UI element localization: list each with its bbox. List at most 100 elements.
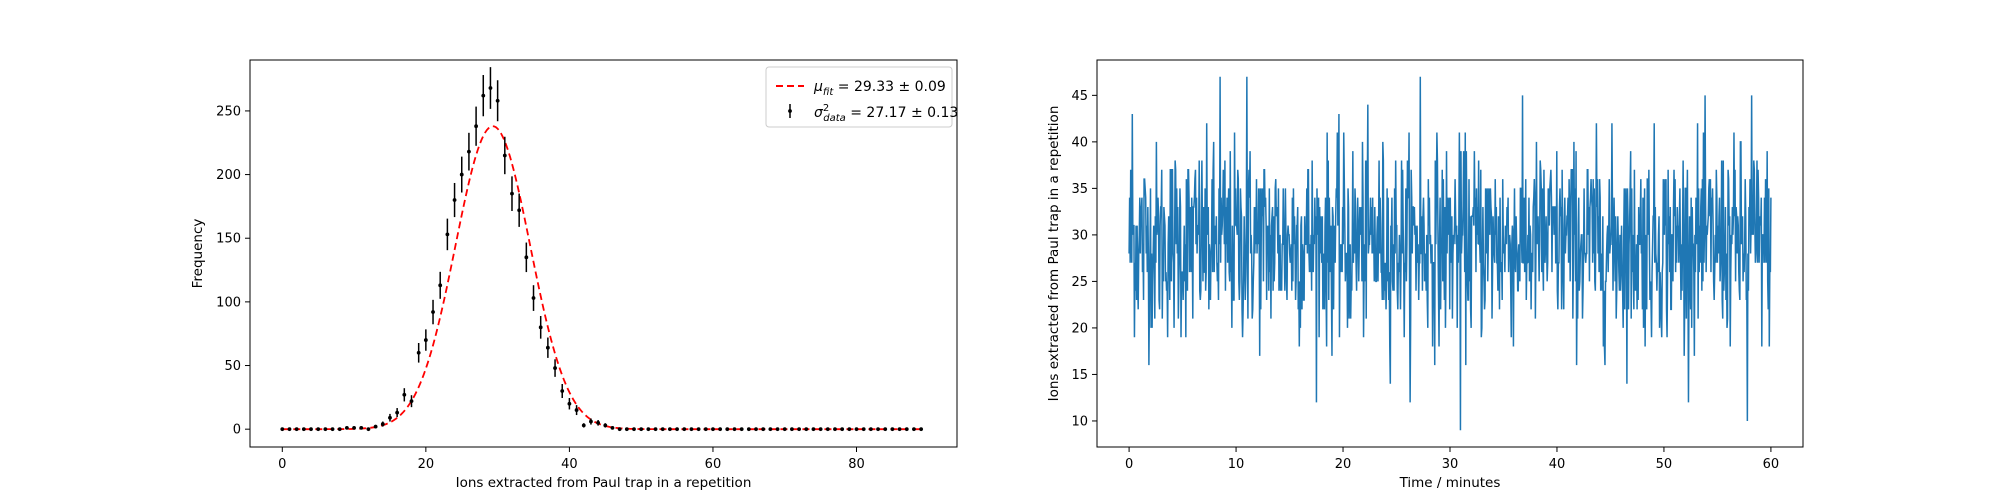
data-point xyxy=(395,410,400,415)
histogram-y-axis-label: Frequency xyxy=(190,219,206,289)
data-point xyxy=(423,338,428,342)
data-point xyxy=(352,426,356,430)
histogram-axes-frame xyxy=(249,59,958,448)
timeseries-panel: 0 10 20 30 40 50 60 10 15 20 25 30 35 40 45 Time / mi… xyxy=(1046,59,1804,491)
y-tick-label: 30 xyxy=(1071,228,1088,243)
data-point xyxy=(596,420,601,425)
legend-data-label: σ2 data = 27.17 ± 0.13 xyxy=(814,103,958,124)
data-point xyxy=(754,427,758,432)
histogram-y-ticks: 0 50 100 150 200 250 xyxy=(216,104,250,438)
data-point xyxy=(445,232,450,237)
data-point xyxy=(517,208,522,213)
legend-fit-symbol: μ xyxy=(813,79,823,95)
x-tick-label: 0 xyxy=(1125,457,1133,472)
x-tick-label: 60 xyxy=(1763,457,1780,472)
y-tick-label: 10 xyxy=(1071,414,1088,429)
data-point xyxy=(890,427,895,432)
data-point xyxy=(581,423,586,428)
data-point xyxy=(409,399,414,404)
y-tick-label: 45 xyxy=(1071,89,1088,104)
legend-fit-label: μfit = 29.33 ± 0.09 xyxy=(813,79,946,98)
timeseries-x-ticks: 0 10 20 30 40 50 60 xyxy=(1125,447,1779,472)
data-point xyxy=(280,427,285,432)
data-point xyxy=(524,255,529,260)
legend-data-superscript: 2 xyxy=(823,103,829,114)
data-point xyxy=(402,392,407,397)
y-tick-label: 15 xyxy=(1071,368,1088,383)
histogram-legend: μfit = 29.33 ± 0.09 σ2 data = 27.17 ± 0.1… xyxy=(765,66,958,128)
data-point xyxy=(854,427,859,432)
data-point xyxy=(761,427,766,432)
data-point xyxy=(660,427,665,432)
y-tick-label: 40 xyxy=(1071,135,1088,150)
data-point xyxy=(797,427,801,432)
data-point xyxy=(919,427,924,432)
histogram-panel: 0 20 40 60 80 0 50 100 150 200 250 Ions extracted… xyxy=(190,59,958,491)
data-point xyxy=(344,426,349,430)
data-point xyxy=(337,427,342,432)
data-point xyxy=(617,427,622,432)
data-point xyxy=(840,427,845,432)
histogram-plot-area xyxy=(280,67,924,432)
data-point xyxy=(833,427,837,432)
legend-box xyxy=(765,66,953,128)
data-point xyxy=(452,198,457,202)
data-point xyxy=(438,283,443,288)
data-point xyxy=(488,86,493,90)
data-point xyxy=(610,426,615,430)
data-point xyxy=(653,427,658,432)
x-tick-label: 0 xyxy=(278,457,286,472)
x-tick-label: 20 xyxy=(1335,457,1352,472)
data-point xyxy=(711,427,715,432)
data-point xyxy=(366,427,371,432)
data-point xyxy=(804,427,809,432)
data-point xyxy=(545,345,550,350)
data-point xyxy=(294,427,299,432)
x-tick-label: 40 xyxy=(561,457,578,472)
data-point xyxy=(495,98,500,103)
data-point xyxy=(567,401,572,406)
legend-data-point xyxy=(788,109,792,113)
data-point xyxy=(897,427,902,432)
y-tick-label: 0 xyxy=(233,423,241,438)
data-point xyxy=(904,427,909,432)
data-point xyxy=(782,427,787,432)
x-tick-label: 10 xyxy=(1228,457,1245,472)
y-tick-label: 20 xyxy=(1071,321,1088,336)
data-point xyxy=(682,427,687,432)
data-point xyxy=(790,427,794,432)
ions-timeseries-line xyxy=(1128,76,1772,431)
x-tick-label: 20 xyxy=(418,457,435,472)
data-point xyxy=(538,325,543,330)
data-point xyxy=(574,408,579,412)
data-point xyxy=(560,389,565,393)
data-point xyxy=(861,427,866,432)
data-point xyxy=(330,427,335,432)
data-point xyxy=(689,427,694,432)
data-point xyxy=(725,427,730,432)
histogram-x-axis-label: Ions extracted from Paul trap in a repet… xyxy=(456,475,752,491)
data-point xyxy=(388,415,392,420)
data-point xyxy=(481,93,486,98)
data-point xyxy=(624,427,629,432)
data-point xyxy=(316,427,321,432)
y-tick-label: 35 xyxy=(1071,182,1088,197)
data-point xyxy=(323,427,328,432)
data-point xyxy=(818,427,823,432)
data-point xyxy=(459,172,464,177)
data-point xyxy=(868,427,873,432)
data-point xyxy=(632,427,636,432)
legend-data-subscript: data xyxy=(823,113,846,124)
data-point xyxy=(502,153,507,158)
y-tick-label: 200 xyxy=(216,168,241,183)
x-tick-label: 30 xyxy=(1442,457,1459,472)
data-point xyxy=(510,191,514,196)
data-point xyxy=(474,124,478,129)
timeseries-plot-area xyxy=(1128,76,1772,431)
data-point xyxy=(309,427,313,432)
histogram-x-ticks: 0 20 40 60 80 xyxy=(278,447,865,472)
data-point xyxy=(732,427,737,432)
data-point xyxy=(646,427,651,432)
legend-data-symbol: σ xyxy=(814,105,824,121)
legend-fit-value: = 29.33 ± 0.09 xyxy=(833,79,946,95)
